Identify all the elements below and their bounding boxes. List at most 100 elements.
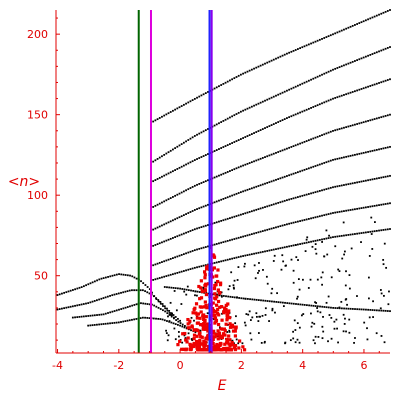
- black-point: [154, 227, 157, 230]
- black-point: [378, 229, 380, 232]
- black-point: [178, 192, 181, 195]
- black-point: [148, 303, 151, 306]
- black-point: [272, 179, 275, 182]
- black-point: [98, 323, 101, 326]
- black-point: [182, 190, 185, 193]
- black-point: [189, 187, 192, 189]
- black-point: [224, 171, 227, 174]
- black-point: [283, 53, 286, 56]
- black-point: [294, 341, 297, 344]
- black-point: [360, 241, 362, 243]
- black-point: [104, 322, 107, 325]
- black-point: [261, 128, 264, 130]
- black-point: [87, 302, 90, 304]
- black-point: [155, 297, 157, 299]
- black-point: [375, 177, 378, 180]
- red-point: [204, 303, 208, 308]
- black-point: [113, 321, 116, 324]
- black-point: [297, 278, 300, 281]
- red-point: [183, 331, 187, 336]
- black-point: [282, 305, 285, 308]
- red-point: [202, 322, 206, 326]
- red-point: [199, 310, 203, 314]
- black-point: [297, 171, 299, 174]
- black-point: [318, 74, 321, 77]
- black-point: [241, 342, 244, 345]
- x-tick-label: -2: [113, 359, 124, 372]
- black-point: [182, 214, 185, 217]
- black-point: [316, 307, 319, 309]
- black-point: [253, 132, 255, 134]
- black-point: [307, 218, 310, 220]
- red-point: [214, 303, 219, 307]
- black-point: [264, 206, 266, 208]
- black-point: [305, 241, 308, 244]
- black-point: [237, 256, 240, 258]
- black-point: [189, 250, 192, 253]
- black-point: [229, 239, 231, 242]
- red-point: [205, 322, 210, 326]
- red-point: [203, 318, 207, 323]
- black-point: [181, 288, 184, 290]
- black-point: [317, 336, 320, 338]
- red-point: [238, 339, 242, 343]
- black-point: [371, 230, 374, 233]
- black-point: [135, 303, 138, 306]
- black-point: [207, 224, 209, 226]
- black-point: [224, 197, 227, 199]
- black-point: [348, 318, 351, 321]
- red-point: [181, 332, 185, 336]
- black-point: [80, 303, 83, 306]
- black-point: [340, 156, 343, 159]
- red-point: [189, 347, 193, 351]
- black-point: [283, 118, 286, 120]
- red-point: [224, 322, 228, 326]
- black-point: [165, 329, 167, 332]
- black-point: [321, 325, 324, 328]
- black-point: [360, 180, 363, 183]
- black-point: [321, 214, 323, 217]
- black-point: [231, 216, 234, 219]
- black-point: [250, 161, 253, 164]
- red-point: [227, 342, 231, 346]
- black-point: [277, 93, 280, 96]
- red-point: [195, 312, 199, 316]
- red-point: [203, 288, 207, 292]
- black-point: [371, 84, 374, 87]
- black-point: [336, 157, 339, 160]
- black-point: [286, 302, 289, 304]
- black-point: [120, 308, 123, 310]
- red-point: [205, 265, 209, 269]
- black-point: [340, 210, 343, 213]
- black-point: [161, 303, 164, 305]
- black-point: [351, 182, 354, 185]
- black-point: [220, 173, 223, 176]
- black-point: [332, 130, 334, 132]
- black-point: [250, 68, 253, 71]
- black-point: [373, 149, 376, 152]
- black-point: [250, 233, 253, 236]
- black-point: [185, 252, 187, 255]
- black-point: [305, 80, 308, 83]
- black-point: [221, 312, 223, 315]
- black-point: [321, 238, 323, 241]
- black-point: [351, 124, 354, 127]
- black-point: [290, 244, 293, 247]
- black-point: [96, 323, 98, 326]
- black-point: [193, 135, 196, 137]
- black-point: [325, 229, 328, 232]
- black-point: [384, 10, 387, 13]
- red-point: [180, 347, 184, 351]
- black-point: [180, 233, 183, 236]
- black-point: [174, 236, 177, 238]
- black-point: [166, 307, 168, 310]
- black-point: [262, 299, 265, 302]
- black-point: [389, 78, 391, 81]
- black-point: [264, 314, 267, 316]
- black-point: [389, 202, 391, 205]
- black-point: [183, 288, 186, 291]
- black-point: [264, 250, 266, 253]
- black-point: [272, 203, 275, 206]
- black-point: [253, 298, 256, 301]
- black-point: [375, 309, 378, 312]
